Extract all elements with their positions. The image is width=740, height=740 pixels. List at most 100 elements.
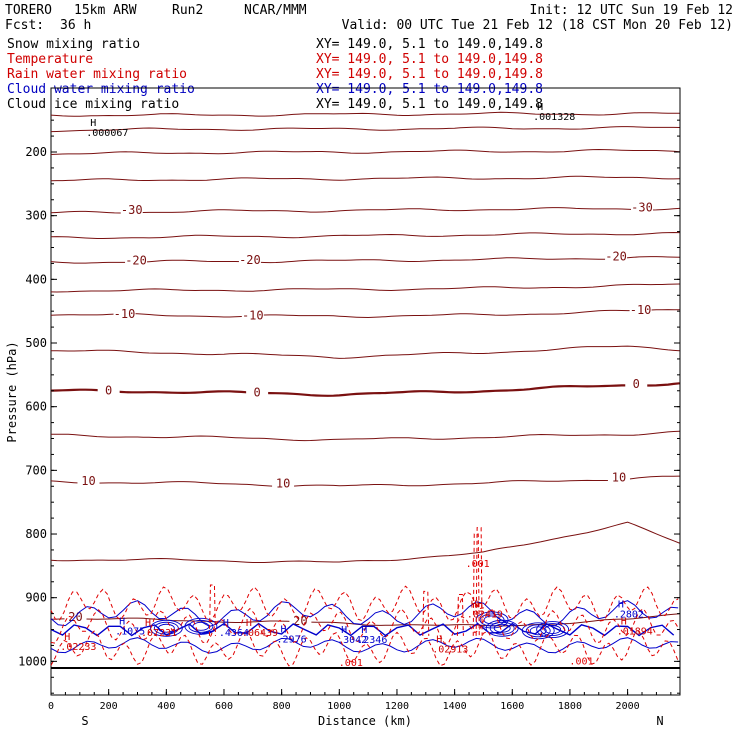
axes: 0 200 400 600 800 1000 1200 1400 1600 1800 2000200…: [18, 119, 680, 712]
contour-label-bg: [238, 253, 261, 266]
cloud-water-contour: [50, 600, 679, 628]
temperature-contour-line: [50, 475, 680, 487]
cloud-water-cell: [188, 619, 214, 633]
rain-contours: .001 .001 .001: [50, 527, 679, 669]
contour-label: -20: [239, 253, 261, 267]
max-value: .02913: [432, 644, 468, 655]
contour-label-bg: [272, 477, 295, 490]
contour-label: 0: [633, 377, 640, 391]
contour-label-bg: [629, 304, 652, 317]
max-value: .2346: [357, 635, 387, 646]
max-marker: H: [145, 618, 151, 629]
cloud-water-contour: [50, 622, 675, 637]
contour-label-bg: [289, 614, 312, 627]
max-marker: H: [436, 634, 442, 645]
legend-field-range: XY= 149.0, 5.1 to 149.0,149.8: [316, 97, 543, 112]
contour-label-bg: [113, 307, 136, 320]
resolution-label: 15km ARW: [74, 3, 137, 18]
contour-label: -10: [630, 303, 652, 317]
rain-plume: [472, 533, 480, 636]
legend-field-name: Temperature: [7, 52, 93, 67]
x-tick-label: 1000: [327, 701, 351, 712]
rain-contour: [50, 585, 679, 622]
contour-label: -10: [242, 308, 264, 322]
y-tick-label: 800: [25, 527, 47, 541]
model-name: TORERO: [5, 3, 52, 18]
north-label: N: [656, 714, 663, 728]
temperature-contour-line: [50, 256, 680, 264]
cloud-water-cell: [544, 625, 562, 634]
contour-label: -30: [631, 201, 653, 215]
temperature-contour-line: [50, 231, 680, 239]
temperature-contour-line: [50, 207, 680, 214]
max-marker: H: [341, 625, 347, 636]
cloud-water-cell: [525, 624, 551, 638]
init-time: Init: 12 UTC Sun 19 Feb 12: [530, 3, 734, 18]
max-value: .001328: [533, 112, 575, 123]
x-tick-label: 0: [48, 701, 54, 712]
y-tick-label: 400: [25, 272, 47, 286]
run-label: Run2: [172, 3, 203, 18]
temperature-contour-line: [50, 309, 680, 319]
max-marker: H: [618, 599, 624, 610]
max-value: .02419: [467, 609, 503, 620]
max-value: .2976: [277, 634, 307, 645]
valid-time: Valid: 00 UTC Tue 21 Feb 12 (18 CST Mon …: [342, 18, 733, 33]
x-tick-label: 1200: [385, 701, 409, 712]
cloud-water-cell: [529, 626, 547, 636]
y-tick-label: 600: [25, 400, 47, 414]
max-marker: H: [537, 102, 543, 113]
max-marker: H: [621, 617, 627, 628]
contour-label: -10: [114, 307, 136, 321]
y-tick-label: 1000: [18, 654, 47, 668]
cloud-water-cell: [479, 613, 505, 627]
cloud-water-cell: [536, 621, 570, 638]
contour-label: 10: [276, 476, 290, 490]
rain-label: .001: [339, 658, 363, 669]
y-tick-label: 200: [25, 145, 47, 159]
cloud-water-cell: [157, 623, 175, 633]
x-tick-label: 1400: [443, 701, 467, 712]
max-marker: H: [281, 624, 287, 635]
cloud-water-cell: [184, 617, 218, 635]
x-tick-label: 1600: [500, 701, 524, 712]
contour-label-bg: [605, 250, 628, 263]
y-tick-label: 900: [25, 591, 47, 605]
max-value: .3042: [337, 635, 367, 646]
max-value: .02233: [60, 642, 96, 653]
x-tick-label: 2000: [616, 701, 640, 712]
max-value: .4364: [219, 628, 249, 639]
south-label: S: [81, 714, 88, 728]
temperature-contour-line: [50, 345, 680, 359]
temperature-contour-line: [50, 382, 680, 397]
legend-field-range: XY= 149.0, 5.1 to 149.0,149.8: [316, 67, 543, 82]
rain-plume: [208, 584, 216, 636]
max-marker: HH: [471, 599, 483, 610]
contour-label-bg: [625, 378, 648, 391]
temperature-contour-line: [50, 521, 680, 563]
max-value: .1075: [115, 627, 145, 638]
temperature-contour-line: [50, 111, 680, 117]
max-marker: H: [361, 625, 367, 636]
x-tick-label: 200: [100, 701, 118, 712]
rain-contour: [50, 607, 679, 645]
contour-label: 0: [254, 385, 261, 399]
y-axis-label: Pressure (hPa): [5, 341, 19, 442]
max-value: .2802: [614, 609, 644, 620]
temperature-contour-line: [50, 148, 680, 155]
legend-field-range: XY= 149.0, 5.1 to 149.0,149.8: [316, 82, 543, 97]
field-legend: Snow mixing ratio XY= 149.0, 5.1 to 149.0…: [7, 37, 543, 112]
contour-label-bg: [120, 204, 143, 217]
contour-label-bg: [241, 309, 264, 322]
cloud-water-cell: [192, 621, 210, 631]
rain-plume: [456, 594, 464, 636]
max-marker: H: [90, 118, 96, 129]
contour-label: 0: [105, 383, 112, 397]
rain-label: .001: [466, 559, 490, 570]
plot-frame: [50, 87, 681, 696]
cloud-water-contour: [50, 637, 679, 654]
contour-label-bg: [607, 471, 630, 484]
max-value: .06439: [242, 628, 278, 639]
